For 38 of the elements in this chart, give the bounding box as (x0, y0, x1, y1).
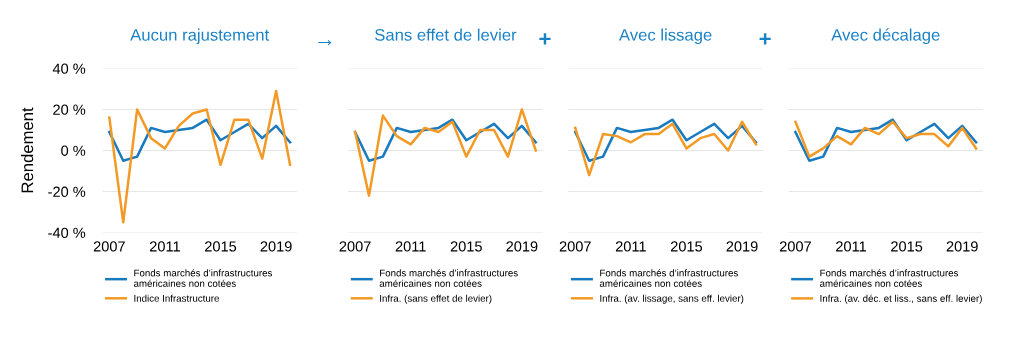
text: + (759, 33, 771, 45)
y-tick-label: -40 % (48, 227, 86, 238)
legend-label: Infra. (av. déc. et liss., sans eff. levier) (820, 294, 982, 304)
text: + (539, 33, 551, 45)
x-tick-label: 2011 (395, 241, 426, 252)
legend-label: Fonds marchés d’infrastructures américaines non cotées (133, 269, 273, 287)
y-tick-label: 40 % (52, 63, 86, 74)
chart-title: Sans effet de levier (375, 28, 517, 41)
x-tick-label: 2019 (506, 241, 538, 252)
x-tick-label: 2019 (946, 241, 978, 252)
chart-title: Aucun rajustement (130, 28, 270, 45)
text: → (318, 39, 332, 46)
x-tick-label: 2015 (670, 241, 703, 252)
x-tick-label: 2019 (260, 241, 292, 252)
x-tick-label: 2007 (559, 241, 591, 252)
line-series (108, 89, 292, 224)
legend-label: Fonds marchés d’infrastructures américaines non cotées (379, 269, 518, 287)
x-tick-label: 2007 (93, 241, 125, 252)
x-tick-label: 2007 (339, 241, 371, 252)
chart-title: Avec lissage (619, 28, 712, 45)
y-tick-label: 0 % (61, 145, 86, 156)
y-tick-label: 20 % (53, 104, 86, 115)
chart-title: Avec décalage (831, 28, 940, 45)
x-tick-label: 2015 (205, 241, 237, 252)
x-tick-label: 2015 (891, 241, 923, 252)
x-tick-label: 2011 (836, 241, 866, 252)
legend-label: Indice Infrastructure (134, 294, 219, 302)
x-tick-label: 2019 (726, 241, 758, 252)
x-tick-label: 2011 (615, 241, 646, 252)
x-tick-label: 2015 (450, 241, 482, 252)
x-tick-label: 2007 (779, 241, 811, 252)
legend-label: Infra. (sans effet de levier) (380, 294, 492, 304)
legend-label: Infra. (av. lissage, sans eff. levier) (600, 294, 744, 304)
y-tick-label: -20 % (48, 186, 86, 197)
y-axis-title: Rendement (20, 107, 34, 193)
legend-label: Fonds marchés d’infrastructures américaines non cotées (599, 269, 738, 287)
x-tick-label: 2011 (149, 241, 180, 252)
legend-label: Fonds marchés d’infrastructures américaines non cotées (820, 269, 959, 287)
